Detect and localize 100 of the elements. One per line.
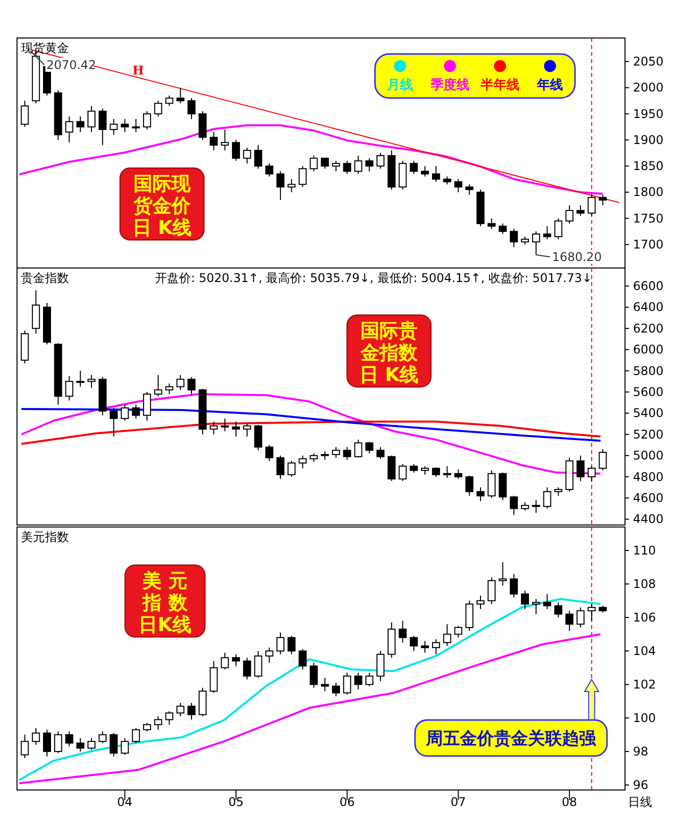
candlestick	[43, 729, 52, 757]
candlestick	[588, 604, 596, 622]
y-tick-label: 4800	[633, 470, 664, 484]
candlestick	[232, 654, 240, 667]
candlestick	[410, 635, 418, 652]
candlestick	[332, 682, 340, 697]
candlestick	[543, 486, 552, 510]
x-tick-label: 06	[339, 795, 355, 809]
text: 日线	[628, 795, 652, 809]
candlestick	[510, 573, 518, 598]
y-tick-label: 2000	[633, 80, 664, 95]
candlestick	[143, 391, 152, 422]
candlestick	[343, 446, 352, 460]
candlestick	[243, 147, 252, 164]
candlestick	[198, 110, 207, 140]
candlestick	[220, 652, 229, 670]
candlestick	[488, 218, 496, 230]
y-tick-label: 6400	[633, 300, 664, 314]
candlestick	[376, 446, 384, 460]
candlestick	[398, 160, 407, 190]
y-tick-label: 98	[633, 744, 648, 758]
y-tick-label: 1950	[633, 106, 664, 121]
candlestick	[165, 95, 174, 106]
annotation: 美 元指 数日K线	[138, 570, 192, 636]
candlestick	[254, 144, 262, 170]
candlestick	[510, 495, 518, 516]
candlestick	[254, 424, 262, 451]
candlestick	[565, 610, 574, 632]
candlestick	[365, 441, 374, 454]
candlestick	[165, 710, 174, 726]
y-tick-label: 1750	[633, 211, 664, 226]
candlestick	[465, 600, 474, 632]
candlestick	[443, 466, 452, 478]
candlestick	[543, 594, 552, 610]
line-series	[20, 393, 602, 475]
candlestick	[176, 702, 184, 717]
candlestick	[188, 702, 196, 720]
candlestick	[576, 606, 585, 628]
y-tick-label: 4600	[633, 490, 664, 505]
line-series	[18, 633, 602, 784]
y-tick-label: 5200	[633, 427, 664, 442]
x-tick-label: 04	[117, 795, 132, 809]
chart-title: 贵金指数	[21, 271, 69, 285]
candlestick	[454, 468, 462, 480]
candlestick	[110, 732, 118, 757]
candlestick	[132, 404, 140, 419]
y-tick-label: 6200	[633, 321, 664, 336]
y-tick-label: 6600	[633, 279, 664, 294]
candlestick	[210, 421, 218, 435]
legend-label: 月线	[386, 78, 413, 93]
candlestick	[98, 730, 107, 744]
candlestick	[498, 562, 507, 586]
candlestick	[310, 662, 318, 688]
candlestick	[476, 486, 485, 502]
candlestick	[376, 152, 384, 170]
candlestick	[176, 374, 184, 390]
y-tick-label: 2050	[633, 54, 664, 69]
y-tick-label: 1800	[633, 185, 664, 200]
candlestick	[320, 158, 329, 170]
candlestick	[210, 132, 218, 151]
candlestick	[398, 620, 407, 644]
candlestick	[110, 407, 118, 438]
candlestick	[443, 624, 452, 646]
candlestick	[520, 590, 529, 610]
line-series	[20, 408, 602, 442]
candlestick	[465, 475, 474, 496]
candlestick	[310, 155, 318, 172]
candlestick	[554, 218, 562, 240]
candlestick	[65, 376, 74, 401]
candlestick	[232, 421, 240, 438]
y-tick-label: 4400	[633, 512, 664, 526]
y-tick-label: 100	[633, 710, 656, 725]
candlestick	[20, 100, 29, 128]
candlestick	[576, 455, 585, 482]
candlestick	[532, 598, 540, 615]
candlestick	[320, 677, 329, 692]
candlestick	[420, 640, 429, 654]
candlestick	[565, 204, 574, 224]
candlestick	[376, 650, 384, 682]
candlestick	[498, 223, 507, 235]
candlestick	[54, 730, 62, 754]
candlestick	[598, 448, 607, 471]
candlestick	[220, 128, 229, 151]
candlestick	[165, 383, 174, 395]
y-tick-label: 102	[633, 677, 656, 692]
annotation: 周五金价贵金关联趋强	[425, 729, 597, 749]
legend-label: 年线	[536, 78, 563, 93]
y-tick-label: 106	[633, 610, 656, 624]
candlestick	[132, 728, 140, 744]
candlestick	[343, 672, 352, 696]
candlestick	[76, 370, 84, 388]
candlestick	[532, 230, 540, 256]
candlestick	[98, 108, 107, 146]
y-tick-label: 5600	[633, 384, 664, 399]
candlestick	[65, 116, 74, 144]
candlestick	[154, 100, 162, 117]
candlestick	[432, 166, 440, 182]
candlestick	[176, 87, 184, 104]
candlestick	[432, 466, 440, 478]
candlestick	[488, 576, 496, 605]
